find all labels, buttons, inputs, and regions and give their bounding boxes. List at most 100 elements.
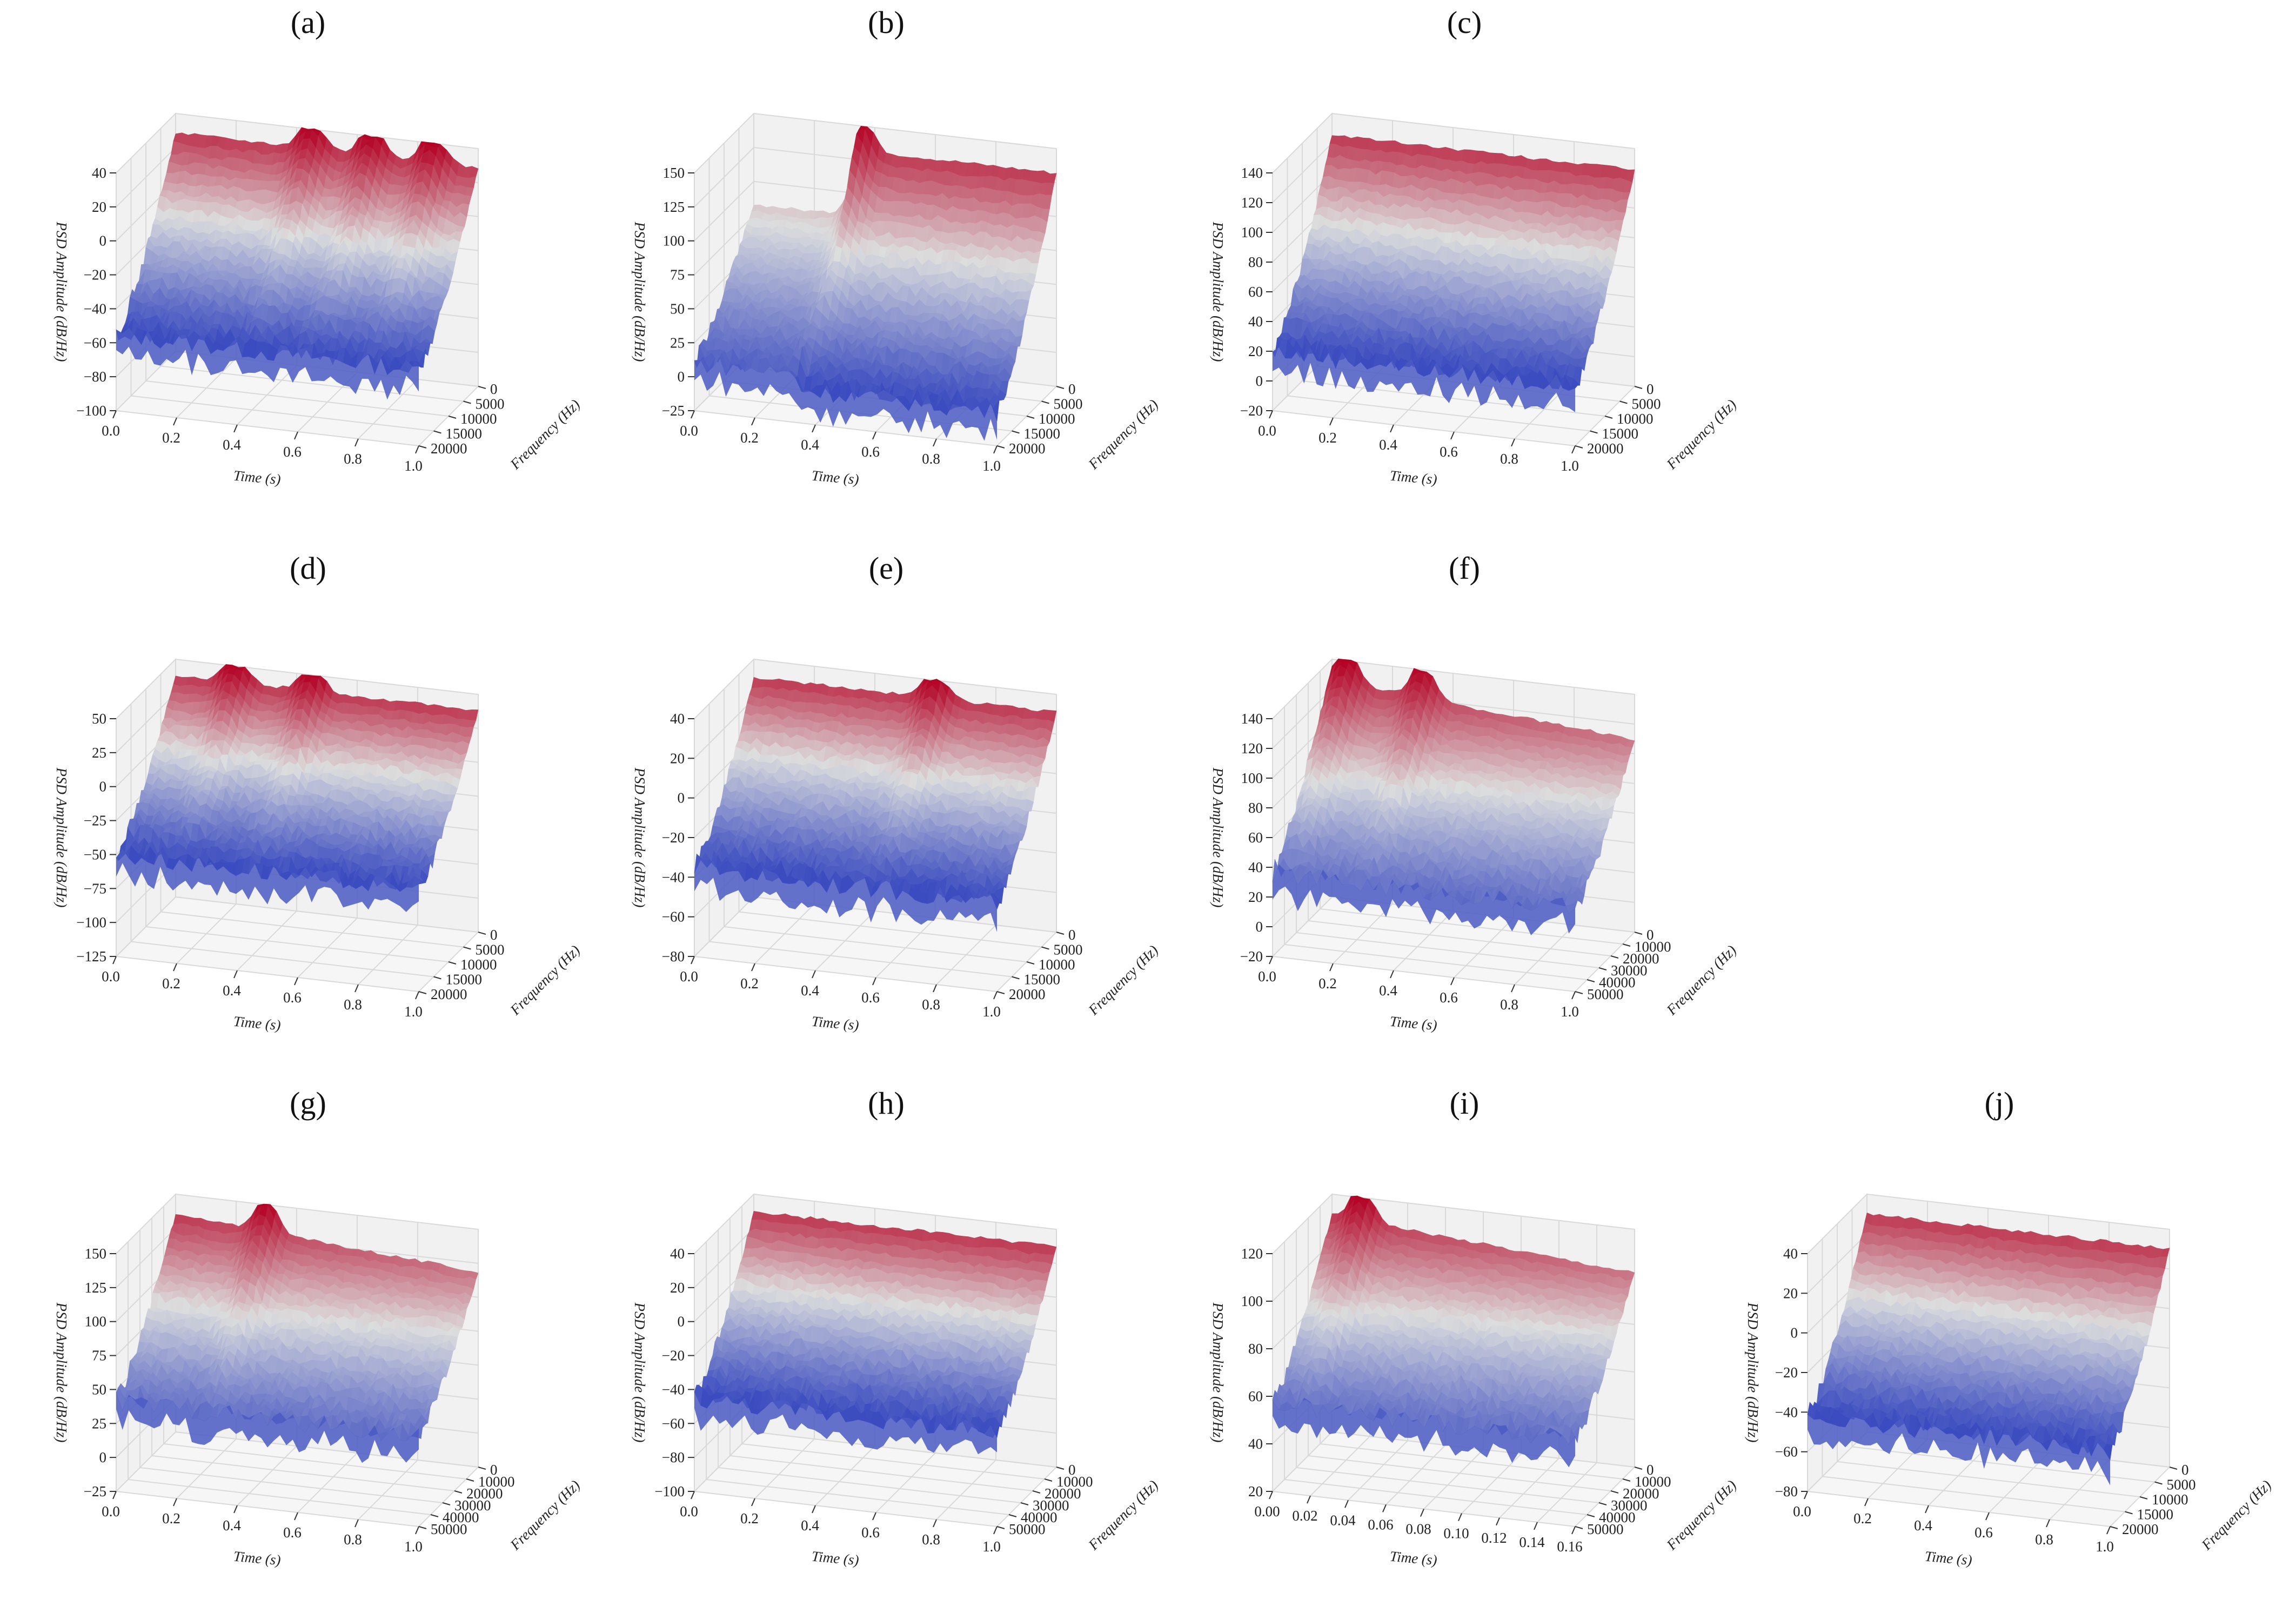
panel-a: (a) 40 20 0 −20 −40 −60 −80 −100 0.0 0.2 0.4 0.6 0.8… <box>22 0 594 519</box>
x-tick-mark <box>1571 445 1576 454</box>
y-tick-label: 10000 <box>1039 411 1075 427</box>
x-tick-label: 0.2 <box>740 430 759 446</box>
panel-label: (b) <box>868 5 905 40</box>
y-tick-mark <box>1575 445 1583 448</box>
x-tick-mark <box>1269 410 1273 419</box>
x-tick-label: 0.8 <box>344 451 362 467</box>
y-tick-label: 20000 <box>431 440 467 457</box>
x-tick-mark <box>691 410 695 419</box>
z-tick-label: −20 <box>1240 403 1263 419</box>
y-grid-line <box>145 689 449 962</box>
y-tick-label: 15000 <box>446 426 483 442</box>
x-tick-mark <box>1390 424 1394 433</box>
z-tick-label: 140 <box>1241 165 1263 181</box>
x-tick-mark <box>233 424 238 433</box>
y-tick-mark <box>1634 386 1643 389</box>
z-axis-label: PSD Amplitude (dB/Hz) <box>1210 222 1226 362</box>
panel-label: (a) <box>290 5 326 40</box>
z-tick-label: −100 <box>76 403 106 419</box>
y-tick-label: 5000 <box>1632 396 1661 412</box>
x-tick-label: 0.0 <box>1258 423 1276 439</box>
y-tick-mark <box>1026 416 1035 419</box>
panel-d: (d) 50 25 0 −25 −50 −75 −100 −125 0.0 0.2 0.4 0.6 0.… <box>22 546 594 1065</box>
z-tick-label: 0 <box>678 369 685 385</box>
x-tick-label: 0.4 <box>801 437 819 453</box>
panel-c: (c) 140 120 100 80 60 40 20 0 −20 0.0 0.2 0.4 0.6 0.8… <box>1178 0 1751 519</box>
y-tick-mark <box>1604 416 1613 419</box>
y-tick-mark <box>478 386 486 389</box>
surface-mesh <box>116 127 479 376</box>
y-tick-label: 5000 <box>1054 396 1083 412</box>
panel-label: (d) <box>290 551 326 586</box>
y-axis-label: Frequency (Hz) <box>1085 396 1162 473</box>
x-tick-mark <box>1511 438 1515 447</box>
z-tick-label: 0 <box>1256 373 1263 389</box>
z-axis-label: PSD Amplitude (dB/Hz) <box>53 222 70 362</box>
x-axis-label: Time (s) <box>1389 467 1438 488</box>
y-grid-line <box>145 143 449 417</box>
y-grid-line <box>1287 158 1590 432</box>
surface-mesh <box>694 125 1057 421</box>
z-tick-label: 50 <box>670 300 685 317</box>
z-tick-label: 20 <box>92 199 106 215</box>
y-tick-label: 0 <box>490 381 498 397</box>
x-tick-label: 0.4 <box>223 437 241 453</box>
z-tick-label: 60 <box>1248 284 1263 300</box>
x-tick-label: 0.6 <box>861 444 880 460</box>
surface-front-edge <box>694 357 997 441</box>
y-tick-label: 15000 <box>1024 426 1061 442</box>
y-grid-line <box>130 704 434 978</box>
y-tick-label: 15000 <box>1602 426 1639 442</box>
x-axis-label: Time (s) <box>811 467 860 488</box>
y-axis-label: Frequency (Hz) <box>507 396 584 473</box>
x-tick-label: 0.0 <box>102 423 120 439</box>
z-tick-label: 150 <box>663 165 685 181</box>
x-tick-mark <box>354 438 359 447</box>
z-tick-label: −60 <box>84 334 106 351</box>
y-tick-label: 10000 <box>460 411 497 427</box>
x-tick-mark <box>993 445 998 454</box>
x-tick-mark <box>1329 417 1334 426</box>
y-tick-mark <box>1041 400 1049 404</box>
x-tick-label: 1.0 <box>982 458 1001 474</box>
y-axis-label: Frequency (Hz) <box>1663 396 1740 473</box>
z-tick-label: −80 <box>84 369 106 385</box>
z-tick-label: 100 <box>663 233 685 249</box>
x-tick-label: 0.0 <box>680 423 698 439</box>
x-tick-label: 1.0 <box>404 458 423 474</box>
y-tick-label: 10000 <box>1617 411 1654 427</box>
y-tick-mark <box>433 430 441 434</box>
y-tick-mark <box>996 445 1005 448</box>
x-tick-label: 0.8 <box>1500 451 1518 467</box>
x-tick-label: 0.6 <box>1440 444 1458 460</box>
y-tick-mark <box>1619 400 1628 404</box>
x-tick-mark <box>112 410 117 419</box>
z-tick-label: −25 <box>662 403 685 419</box>
x-tick-mark <box>751 417 755 426</box>
panel-label: (c) <box>1447 5 1482 40</box>
y-tick-label: 0 <box>1646 381 1654 397</box>
z-tick-label: 25 <box>670 334 685 351</box>
x-tick-label: 0.2 <box>1318 430 1337 446</box>
y-grid-line <box>1302 143 1605 417</box>
y-tick-label: 5000 <box>476 396 505 412</box>
z-tick-label: 125 <box>663 199 685 215</box>
z-tick-label: 20 <box>1248 343 1263 359</box>
z-tick-label: 120 <box>1241 195 1263 211</box>
y-tick-mark <box>463 400 471 404</box>
x-tick-mark <box>812 424 816 433</box>
x-tick-label: 0.8 <box>922 451 940 467</box>
surface-front-edge <box>1273 347 1575 412</box>
x-tick-mark <box>294 431 298 440</box>
surface-facet <box>1568 385 1578 391</box>
z-tick-label: −20 <box>84 267 106 283</box>
x-tick-label: 0.4 <box>1379 437 1397 453</box>
x-tick-mark <box>1450 431 1455 440</box>
x-tick-mark <box>933 438 937 447</box>
y-tick-mark <box>448 416 457 419</box>
x-tick-mark <box>872 431 876 440</box>
x-tick-label: 0.6 <box>283 444 302 460</box>
